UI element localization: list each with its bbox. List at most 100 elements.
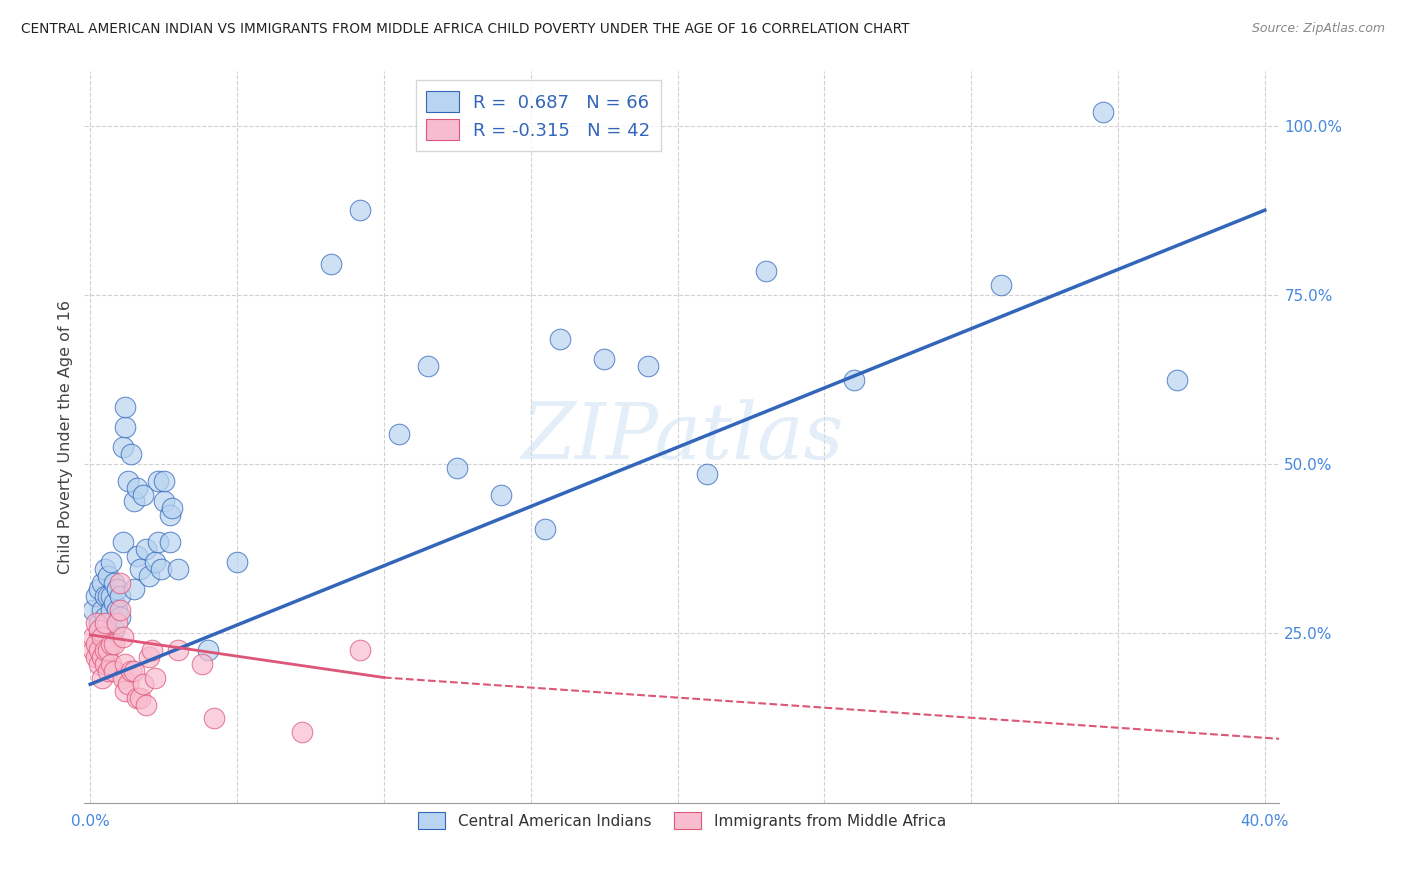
Point <box>387 426 409 441</box>
Point <box>159 508 181 522</box>
Point <box>149 562 172 576</box>
Point <box>146 535 169 549</box>
Text: ZIPatlas: ZIPatlas <box>520 399 844 475</box>
Point <box>114 684 136 698</box>
Point <box>696 467 718 482</box>
Point <box>124 582 146 597</box>
Point <box>108 609 131 624</box>
Point <box>593 352 616 367</box>
Point <box>491 488 513 502</box>
Point <box>91 630 114 644</box>
Point <box>124 494 146 508</box>
Point <box>91 575 114 590</box>
Point <box>108 603 131 617</box>
Point <box>111 535 134 549</box>
Point <box>100 555 122 569</box>
Point <box>84 650 107 665</box>
Point <box>141 643 163 657</box>
Text: Source: ZipAtlas.com: Source: ZipAtlas.com <box>1251 22 1385 36</box>
Point <box>349 643 371 657</box>
Point <box>87 616 110 631</box>
Point <box>103 623 125 637</box>
Point <box>103 664 125 678</box>
Point <box>291 724 314 739</box>
Point <box>197 643 219 657</box>
Point <box>105 603 128 617</box>
Point <box>129 562 152 576</box>
Point <box>103 575 125 590</box>
Point <box>416 359 439 373</box>
Point <box>162 501 184 516</box>
Point <box>97 616 120 631</box>
Point <box>114 420 136 434</box>
Point <box>152 494 174 508</box>
Point <box>111 630 134 644</box>
Point <box>127 690 149 705</box>
Point <box>755 264 778 278</box>
Point <box>319 257 342 271</box>
Point <box>103 637 125 651</box>
Point <box>91 623 114 637</box>
Point <box>100 657 122 671</box>
Point <box>548 332 571 346</box>
Point <box>159 535 181 549</box>
Point <box>84 616 107 631</box>
Point <box>87 657 110 671</box>
Point <box>100 637 122 651</box>
Point <box>117 677 139 691</box>
Point <box>120 447 142 461</box>
Point <box>91 671 114 685</box>
Point <box>94 609 117 624</box>
Text: CENTRAL AMERICAN INDIAN VS IMMIGRANTS FROM MIDDLE AFRICA CHILD POVERTY UNDER THE: CENTRAL AMERICAN INDIAN VS IMMIGRANTS FR… <box>21 22 910 37</box>
Point <box>87 582 110 597</box>
Text: 0.0%: 0.0% <box>70 814 110 829</box>
Text: 40.0%: 40.0% <box>1240 814 1289 829</box>
Point <box>84 589 107 603</box>
Point <box>152 474 174 488</box>
Point <box>1166 372 1188 386</box>
Point <box>105 582 128 597</box>
Point <box>167 643 190 657</box>
Point <box>349 203 371 218</box>
Point <box>105 616 128 631</box>
Point <box>84 637 107 651</box>
Point <box>94 657 117 671</box>
Point <box>132 488 155 502</box>
Point <box>82 643 104 657</box>
Point <box>100 589 122 603</box>
Point <box>94 643 117 657</box>
Point <box>138 569 160 583</box>
Point <box>97 589 120 603</box>
Point <box>114 400 136 414</box>
Y-axis label: Child Poverty Under the Age of 16: Child Poverty Under the Age of 16 <box>58 300 73 574</box>
Point <box>138 650 160 665</box>
Point <box>108 575 131 590</box>
Point <box>129 690 152 705</box>
Point <box>111 440 134 454</box>
Point <box>637 359 659 373</box>
Point <box>191 657 214 671</box>
Point <box>111 671 134 685</box>
Point <box>97 664 120 678</box>
Point <box>114 657 136 671</box>
Point <box>87 623 110 637</box>
Point <box>124 664 146 678</box>
Point <box>103 596 125 610</box>
Point <box>94 643 117 657</box>
Point <box>97 569 120 583</box>
Point <box>82 630 104 644</box>
Point <box>143 671 166 685</box>
Point <box>94 589 117 603</box>
Point <box>91 650 114 665</box>
Point <box>202 711 225 725</box>
Point <box>94 616 117 631</box>
Point <box>97 643 120 657</box>
Point <box>446 460 468 475</box>
Point <box>120 664 142 678</box>
Point <box>842 372 865 386</box>
Point <box>100 603 122 617</box>
Point <box>143 555 166 569</box>
Point <box>94 562 117 576</box>
Point <box>108 589 131 603</box>
Legend: Central American Indians, Immigrants from Middle Africa: Central American Indians, Immigrants fro… <box>412 805 952 836</box>
